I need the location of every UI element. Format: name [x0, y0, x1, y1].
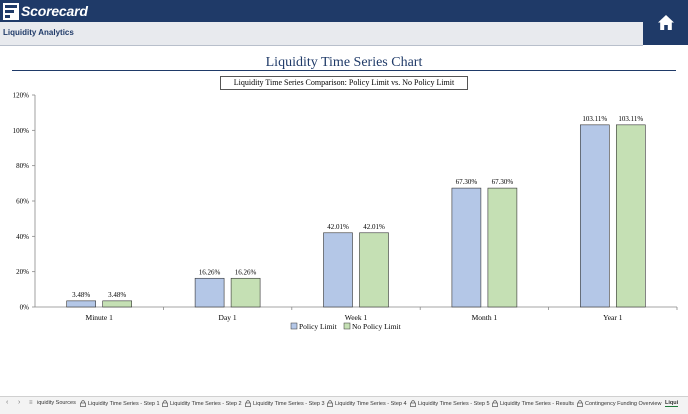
legend-swatch	[343, 322, 351, 330]
x-tick-label: Week 1	[345, 313, 368, 322]
bar-data-label: 16.26%	[199, 268, 221, 276]
bar-policy-limit[interactable]	[323, 232, 353, 308]
app-logo[interactable]: Scorecard	[3, 2, 88, 20]
app-name: Scorecard	[21, 3, 88, 19]
legend-label: No Policy Limit	[352, 322, 402, 331]
home-button[interactable]	[643, 0, 688, 45]
y-tick-label: 60%	[16, 198, 29, 206]
bar-data-label: 103.11%	[582, 115, 607, 123]
nav-bar: Liquidity Analytics	[0, 22, 643, 46]
scorecard-logo-icon	[3, 2, 19, 20]
bar-no-policy-limit[interactable]	[230, 277, 261, 308]
lock-icon	[327, 400, 333, 407]
tab-scroll-left-button[interactable]: ‹	[6, 399, 9, 406]
bar-policy-limit[interactable]	[451, 187, 482, 308]
sheet-tab-label: iquidity Sources	[37, 400, 76, 406]
bar-data-label: 3.48%	[108, 291, 126, 299]
bar-policy-limit[interactable]	[579, 124, 610, 308]
bar-policy-limit[interactable]	[194, 277, 225, 308]
lock-icon	[492, 400, 498, 407]
bar-data-label: 67.30%	[492, 178, 514, 186]
sheet-tab[interactable]: Liquidity Time Series - Step 3	[245, 400, 325, 407]
y-tick-label: 80%	[16, 162, 29, 170]
y-tick-label: 0%	[20, 304, 30, 312]
sheet-tab[interactable]: Liqui	[665, 400, 679, 407]
sheet-tab[interactable]: Liquidity Time Series - Step 5	[410, 400, 490, 407]
bar-no-policy-limit[interactable]	[615, 124, 646, 308]
bar-data-label: 42.01%	[363, 223, 385, 231]
sheet-tab-label: Liquidity Time Series - Step 3	[253, 400, 325, 407]
bar-data-label: 16.26%	[235, 268, 257, 276]
lock-icon	[245, 400, 251, 407]
lock-icon	[80, 400, 86, 407]
legend-swatch	[290, 322, 298, 330]
app-header: Scorecard	[0, 0, 688, 22]
x-tick-label: Year 1	[603, 313, 623, 322]
sheet-tab[interactable]: Liquidity Time Series - Step 1	[80, 400, 160, 407]
x-tick-label: Day 1	[219, 313, 237, 322]
sheet-tab-label: Liquidity Time Series - Results	[500, 400, 574, 407]
lock-icon	[410, 400, 416, 407]
bar-data-label: 42.01%	[327, 223, 349, 231]
sheet-tab-bar: ‹ › ≡ iquidity Sources Liquidity Time Ser…	[0, 396, 688, 414]
sheet-tab-label: Liquidity Time Series - Step 2	[170, 400, 242, 407]
home-icon	[657, 15, 674, 30]
sheet-tab[interactable]: iquidity Sources	[37, 400, 76, 406]
bar-data-label: 103.11%	[618, 115, 643, 123]
lock-icon	[162, 400, 168, 407]
sheet-tab[interactable]: Contingency Funding Overview	[577, 400, 661, 407]
title-divider	[12, 70, 676, 71]
sheet-tab-label: Liquidity Time Series - Step 4	[335, 400, 407, 407]
sheet-tab[interactable]: Liquidity Time Series - Results	[492, 400, 574, 407]
y-tick-label: 100%	[13, 127, 30, 135]
y-tick-label: 40%	[16, 233, 29, 241]
sheet-tab-label: Contingency Funding Overview	[585, 400, 662, 407]
x-tick-label: Minute 1	[86, 313, 114, 322]
tab-list-icon[interactable]: ≡	[29, 400, 33, 406]
bar-chart: 0% 20% 40% 60% 80% 100% 120% 3.48% 3.48% Minute 1…	[13, 92, 678, 331]
bar-data-label: 67.30%	[456, 178, 478, 186]
y-tick-label: 120%	[13, 92, 30, 100]
chart-subtitle: Liquidity Time Series Comparison: Policy…	[220, 76, 468, 90]
x-tick-label: Month 1	[472, 313, 498, 322]
sheet-tab[interactable]: Liquidity Time Series - Step 2	[162, 400, 242, 407]
worksheet	[0, 46, 688, 396]
bar-no-policy-limit[interactable]	[487, 187, 518, 308]
sheet-tab-label: Liquidity Time Series - Step 1	[88, 400, 160, 407]
sheet-tab[interactable]: Liquidity Time Series - Step 4	[327, 400, 407, 407]
bar-no-policy-limit[interactable]	[359, 232, 389, 308]
page-title: Liquidity Time Series Chart	[265, 55, 423, 70]
bar-no-policy-limit[interactable]	[102, 300, 132, 308]
sheet-tab-label: Liqui	[665, 400, 679, 406]
bar-data-label: 3.48%	[72, 291, 90, 299]
lock-icon	[577, 400, 583, 407]
sheet-tab-label: Liquidity Time Series - Step 5	[418, 400, 490, 407]
bar-policy-limit[interactable]	[66, 300, 96, 308]
y-tick-label: 20%	[16, 268, 29, 276]
nav-title[interactable]: Liquidity Analytics	[3, 28, 74, 37]
tab-scroll-right-button[interactable]: ›	[18, 399, 21, 406]
legend-label: Policy Limit	[299, 322, 338, 331]
